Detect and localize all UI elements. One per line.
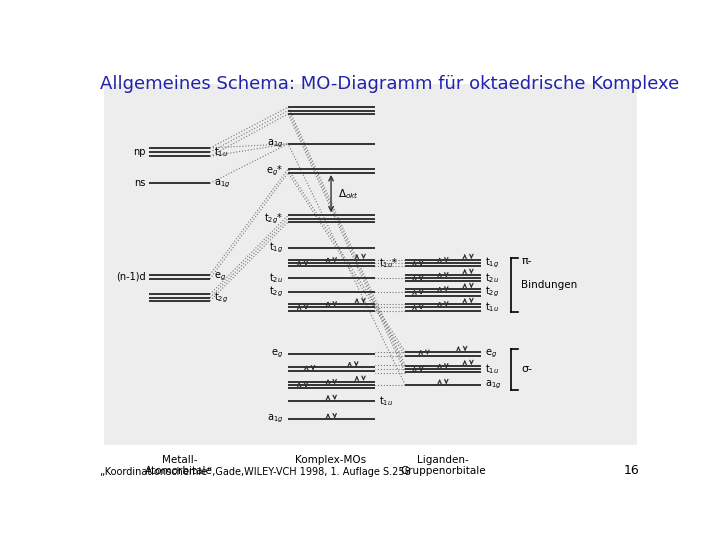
Text: ns: ns bbox=[135, 178, 145, 188]
Text: Komplex-MOs: Komplex-MOs bbox=[295, 455, 366, 465]
Text: e$_g$: e$_g$ bbox=[485, 348, 498, 360]
Text: t$_{2g}$: t$_{2g}$ bbox=[269, 285, 284, 300]
Text: Bindungen: Bindungen bbox=[521, 280, 577, 290]
FancyBboxPatch shape bbox=[104, 84, 637, 445]
Text: t$_{2u}$: t$_{2u}$ bbox=[269, 271, 284, 285]
Text: t$_{1u}$: t$_{1u}$ bbox=[485, 300, 499, 314]
Text: t$_{1g}$: t$_{1g}$ bbox=[269, 240, 284, 255]
Text: a$_{1g}$: a$_{1g}$ bbox=[215, 177, 231, 190]
Text: t$_{2u}$: t$_{2u}$ bbox=[485, 271, 499, 285]
Text: e$_g$: e$_g$ bbox=[271, 348, 284, 360]
Text: (n-1)d: (n-1)d bbox=[116, 272, 145, 282]
Text: e$_g$*: e$_g$* bbox=[266, 164, 284, 178]
Text: e$_g$: e$_g$ bbox=[215, 271, 227, 283]
Text: np: np bbox=[133, 147, 145, 157]
Text: Metall-
Atomorbitale: Metall- Atomorbitale bbox=[145, 455, 213, 476]
Text: t$_{1u}$*: t$_{1u}$* bbox=[379, 256, 398, 270]
Text: t$_{2g}$: t$_{2g}$ bbox=[215, 291, 229, 305]
Text: t$_{2g}$: t$_{2g}$ bbox=[485, 285, 500, 300]
Text: t$_{1u}$: t$_{1u}$ bbox=[379, 394, 393, 408]
Text: a$_{1g}$: a$_{1g}$ bbox=[485, 379, 502, 391]
Text: t$_{1g}$: t$_{1g}$ bbox=[485, 256, 500, 271]
Text: a$_{1g}$: a$_{1g}$ bbox=[267, 138, 284, 150]
Text: Liganden-
Gruppenorbitale: Liganden- Gruppenorbitale bbox=[400, 455, 486, 476]
Text: t$_{1u}$: t$_{1u}$ bbox=[215, 145, 229, 159]
Text: π-: π- bbox=[521, 256, 532, 266]
Text: 16: 16 bbox=[624, 464, 639, 477]
Text: $\Delta_{okt}$: $\Delta_{okt}$ bbox=[338, 187, 359, 200]
Text: „Koordinationschemie“,Gade,WILEY-VCH 1998, 1. Auflage S.258: „Koordinationschemie“,Gade,WILEY-VCH 199… bbox=[100, 467, 411, 477]
Text: t$_{2g}$*: t$_{2g}$* bbox=[264, 212, 284, 226]
Text: Allgemeines Schema: MO-Diagramm für oktaedrische Komplexe: Allgemeines Schema: MO-Diagramm für okta… bbox=[100, 75, 679, 93]
Text: σ-: σ- bbox=[521, 364, 532, 374]
Text: a$_{1g}$: a$_{1g}$ bbox=[267, 413, 284, 426]
Text: t$_{1u}$: t$_{1u}$ bbox=[485, 362, 499, 376]
